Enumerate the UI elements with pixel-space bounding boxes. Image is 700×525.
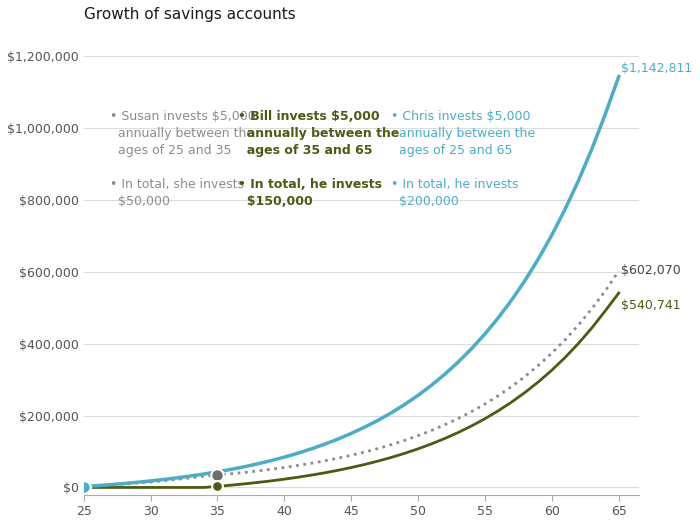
Text: $1,142,811: $1,142,811 <box>622 62 693 75</box>
Text: $602,070: $602,070 <box>622 265 681 278</box>
Text: • Bill invests $5,000
  annually between the
  ages of 35 and 65

• In total, he: • Bill invests $5,000 annually between t… <box>237 110 399 208</box>
Point <box>78 482 90 491</box>
Text: Growth of savings accounts: Growth of savings accounts <box>84 7 295 22</box>
Text: • Susan invests $5,000
  annually between the
  ages of 25 and 35

• In total, s: • Susan invests $5,000 annually between … <box>111 110 256 208</box>
Text: • Chris invests $5,000
  annually between the
  ages of 25 and 65

• In total, h: • Chris invests $5,000 annually between … <box>391 110 536 208</box>
Point <box>78 482 90 491</box>
Text: $540,741: $540,741 <box>622 299 681 312</box>
Point <box>212 482 223 490</box>
Point <box>212 471 223 479</box>
